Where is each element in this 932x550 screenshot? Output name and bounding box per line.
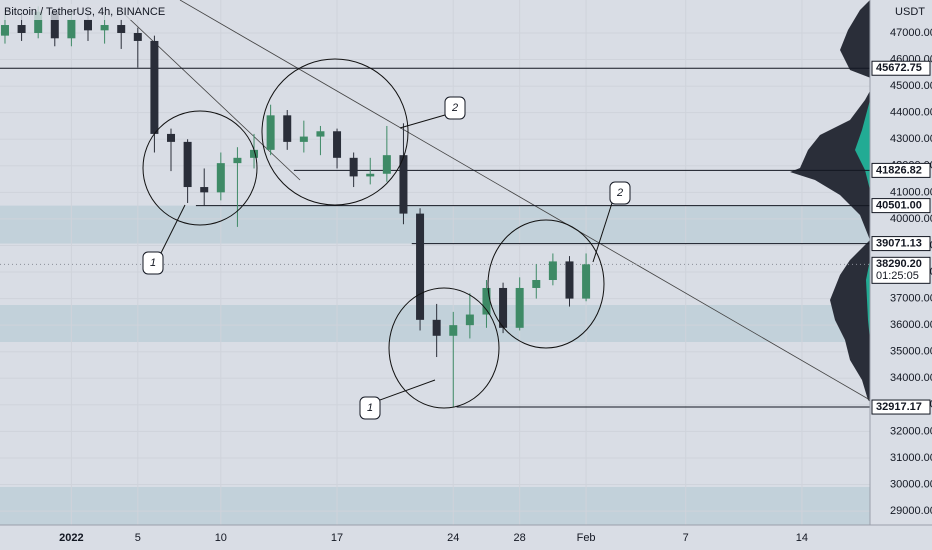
- y-tick-label: 45000.00: [890, 80, 932, 92]
- candle-body: [233, 157, 242, 164]
- candle-body: [532, 280, 541, 288]
- y-tick-label: 29000.00: [890, 505, 932, 517]
- candle-body: [50, 11, 59, 39]
- circle-marker: [142, 110, 258, 226]
- candle-body: [582, 264, 591, 299]
- y-tick-label: 43000.00: [890, 133, 932, 145]
- x-tick-label: 5: [135, 532, 141, 544]
- annotation-box: [359, 396, 381, 420]
- y-tick-label: 35000.00: [890, 346, 932, 358]
- zone: [0, 205, 870, 244]
- y-tick-label: 37000.00: [890, 293, 932, 305]
- candle-body: [349, 157, 358, 177]
- candle-body: [83, 19, 92, 31]
- candle-body: [565, 261, 574, 299]
- circle-marker: [487, 219, 605, 349]
- annotation-box: [142, 251, 164, 275]
- x-tick-label: 10: [215, 532, 227, 544]
- countdown: 01:25:05: [876, 270, 919, 282]
- annotation-arrow: [399, 114, 446, 129]
- candle-body: [316, 131, 325, 137]
- price-label: 38290.20: [876, 258, 922, 270]
- circle-marker: [388, 287, 500, 409]
- y-tick-label: 34000.00: [890, 372, 932, 384]
- candle-body: [399, 155, 408, 214]
- candle-body: [382, 155, 391, 174]
- candle-body: [117, 25, 126, 33]
- annotation-box: [444, 96, 466, 120]
- annotation-arrow: [592, 202, 613, 263]
- price-label-box: [871, 198, 931, 214]
- candle-body: [34, 11, 43, 33]
- price-label: 39071.13: [876, 237, 922, 249]
- y-tick-label: 44000.00: [890, 107, 932, 119]
- price-label-box: [871, 162, 931, 178]
- candle-body: [416, 213, 425, 320]
- price-label: 41826.82: [876, 164, 922, 176]
- candle-body: [150, 40, 159, 134]
- candle-body: [366, 173, 375, 177]
- chart-title: Bitcoin / TetherUS, 4h, BINANCE: [4, 6, 165, 18]
- x-tick-label: 28: [514, 532, 526, 544]
- x-tick-label: 14: [796, 532, 808, 544]
- annotation-arrow: [159, 204, 186, 256]
- price-label-box: [871, 399, 931, 415]
- annotation: 2: [451, 102, 458, 114]
- x-tick-label: 7: [683, 532, 689, 544]
- candle-body: [333, 131, 342, 158]
- y-tick-label: 47000.00: [890, 27, 932, 39]
- candle-body: [266, 115, 275, 150]
- candle-body: [548, 261, 557, 281]
- volume-profile: [790, 0, 880, 410]
- y-tick-label: 36000.00: [890, 319, 932, 331]
- price-label: 32917.17: [876, 401, 922, 413]
- annotation: 2: [616, 187, 623, 199]
- title-bg: [0, 4, 165, 20]
- candle-body: [133, 32, 142, 41]
- candle-body: [100, 25, 109, 31]
- candle-body: [200, 187, 209, 193]
- candle-body: [482, 287, 491, 315]
- candle-body: [17, 25, 26, 33]
- annotation: 1: [150, 257, 156, 269]
- trend-line: [179, 0, 871, 401]
- candle-body: [250, 149, 259, 158]
- price-label-box: [871, 236, 931, 252]
- x-tick-label: Feb: [577, 532, 596, 544]
- x-tick-label: 24: [447, 532, 459, 544]
- zone: [0, 486, 870, 525]
- currency: USDT: [895, 6, 925, 18]
- x-tick-label: 17: [331, 532, 343, 544]
- y-tick-label: 41000.00: [890, 186, 932, 198]
- annotation-box: [609, 181, 631, 205]
- circle-marker: [261, 58, 409, 206]
- candle-body: [499, 287, 508, 328]
- candle-body: [432, 319, 441, 336]
- x-tick-label: 2022: [59, 532, 83, 544]
- annotation: 1: [367, 402, 373, 414]
- y-tick-label: 31000.00: [890, 452, 932, 464]
- price-label: 40501.00: [876, 200, 922, 212]
- candle-body: [167, 133, 176, 142]
- price-label-box: [871, 256, 931, 284]
- candle-body: [283, 115, 292, 142]
- trend-line: [119, 9, 301, 181]
- annotation-arrow: [379, 379, 436, 401]
- candle-body: [465, 314, 474, 326]
- candle-body: [183, 141, 192, 188]
- candle-body: [515, 287, 524, 328]
- y-tick-label: 32000.00: [890, 425, 932, 437]
- candle-body: [449, 325, 458, 336]
- price-label-box: [871, 60, 931, 76]
- candle-body: [67, 19, 76, 39]
- candle-body: [216, 163, 225, 193]
- y-tick-label: 30000.00: [890, 478, 932, 490]
- candle-body: [299, 136, 308, 142]
- price-label: 45672.75: [876, 62, 922, 74]
- candle-body: [0, 25, 9, 36]
- y-tick-label: 40000.00: [890, 213, 932, 225]
